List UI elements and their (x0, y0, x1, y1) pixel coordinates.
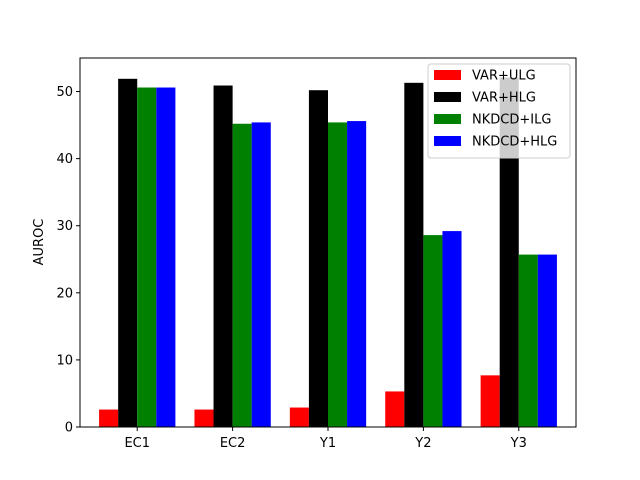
legend: VAR+ULG VAR+HLG NKDCD+ILG NKDCD+HLG (427, 63, 571, 159)
bar-var-ulg-y2 (385, 391, 405, 427)
legend-entry-label: NKDCD+ILG (472, 113, 551, 128)
bar-nkdcd-hlg-y3 (537, 254, 557, 427)
bar-nkdcd-ilg-y1 (328, 122, 348, 427)
bar-var-hlg-ec1 (118, 78, 138, 428)
bar-var-hlg-y1 (308, 90, 328, 427)
y-tick-label: 20 (56, 286, 73, 301)
bar-nkdcd-ilg-ec2 (232, 123, 252, 427)
bars-layer (99, 77, 557, 428)
x-tick-label: Y3 (510, 436, 527, 451)
x-tick-label: Y2 (414, 436, 431, 451)
y-axis-label: AUROC (32, 219, 47, 266)
y-tick-label: 30 (56, 219, 73, 234)
legend-frame (427, 63, 571, 159)
x-axis: EC1 EC2 Y1 Y2 Y3 (124, 427, 527, 451)
legend-swatch (434, 114, 461, 124)
y-tick-label: 10 (56, 353, 73, 368)
x-tick-label: EC2 (220, 436, 246, 451)
y-tick-label: 0 (65, 421, 73, 436)
x-tick-label: EC1 (124, 436, 150, 451)
x-tick-label: Y1 (319, 436, 336, 451)
bar-nkdcd-ilg-y2 (423, 235, 443, 427)
y-tick-label: 50 (56, 85, 73, 100)
legend-swatch (434, 70, 461, 80)
bar-var-ulg-y1 (289, 407, 309, 427)
bar-var-hlg-y2 (404, 82, 424, 427)
legend-entry-label: NKDCD+HLG (472, 135, 557, 150)
bar-var-hlg-y3 (499, 77, 519, 428)
bar-nkdcd-hlg-y1 (347, 121, 367, 427)
y-tick-label: 40 (56, 152, 73, 167)
bar-nkdcd-hlg-y2 (442, 231, 462, 427)
legend-swatch (434, 136, 461, 146)
bar-nkdcd-hlg-ec2 (251, 122, 271, 427)
bar-var-hlg-ec2 (213, 85, 233, 427)
bar-var-ulg-ec2 (194, 409, 214, 427)
bar-var-ulg-y3 (480, 375, 500, 427)
legend-swatch (434, 92, 461, 102)
y-axis: 0 10 20 30 40 50 (56, 85, 80, 436)
legend-entry-label: VAR+HLG (472, 91, 536, 106)
bar-nkdcd-ilg-ec1 (137, 87, 157, 428)
bar-nkdcd-ilg-y3 (518, 254, 538, 427)
bar-var-ulg-ec1 (99, 409, 119, 427)
legend-entry-label: VAR+ULG (472, 69, 536, 84)
bar-nkdcd-hlg-ec1 (156, 87, 176, 428)
